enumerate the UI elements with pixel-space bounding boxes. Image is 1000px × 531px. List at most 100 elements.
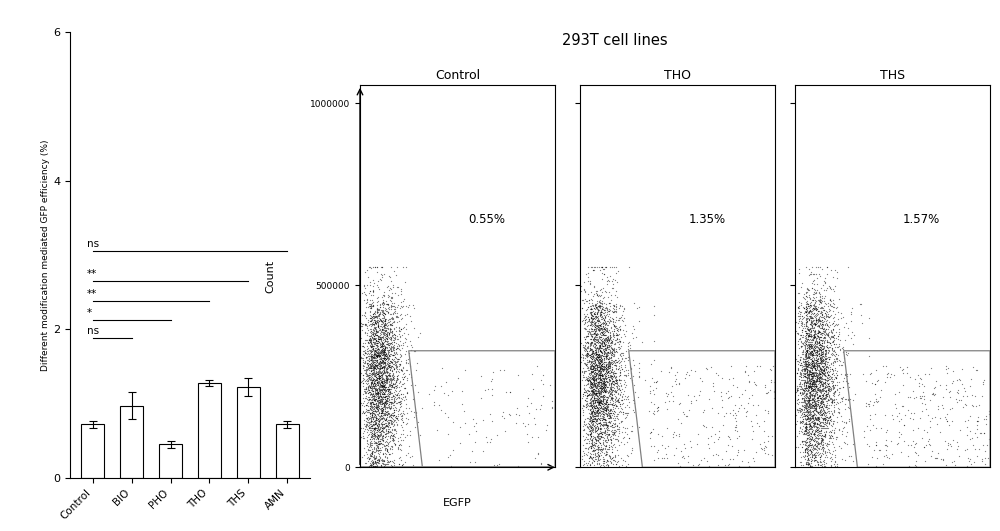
Point: [590, 435, 606, 444]
Point: [393, 297, 409, 306]
Point: [368, 453, 384, 462]
Point: [612, 321, 628, 330]
Point: [818, 389, 834, 398]
Point: [752, 440, 768, 449]
Point: [611, 419, 627, 427]
Point: [380, 327, 396, 336]
Point: [803, 268, 819, 276]
Point: [815, 318, 831, 326]
Point: [810, 321, 826, 330]
Point: [862, 370, 878, 379]
Point: [813, 365, 829, 373]
Point: [799, 400, 815, 409]
Point: [800, 386, 816, 395]
Point: [381, 412, 397, 421]
Point: [579, 391, 595, 399]
Point: [377, 354, 393, 362]
Point: [819, 419, 835, 427]
Point: [812, 403, 828, 412]
Point: [373, 446, 389, 455]
Point: [798, 310, 814, 319]
Point: [820, 324, 836, 333]
Point: [369, 357, 385, 365]
Point: [600, 332, 616, 341]
Point: [575, 407, 591, 416]
Point: [371, 352, 387, 360]
Point: [587, 390, 603, 399]
Point: [614, 461, 630, 469]
Point: [596, 369, 612, 378]
Point: [796, 410, 812, 418]
Point: [793, 283, 809, 292]
Point: [609, 396, 625, 405]
Point: [810, 423, 826, 431]
Point: [585, 386, 601, 395]
Point: [386, 364, 402, 373]
Point: [808, 320, 824, 329]
Point: [809, 375, 825, 384]
Point: [804, 366, 820, 374]
Point: [367, 330, 383, 338]
Point: [400, 414, 416, 423]
Point: [594, 302, 610, 311]
Point: [362, 302, 378, 310]
Point: [361, 302, 377, 310]
Point: [364, 410, 380, 419]
Point: [809, 458, 825, 466]
Point: [729, 450, 745, 459]
Point: [365, 390, 381, 398]
Point: [374, 307, 390, 315]
Point: [814, 349, 830, 358]
Point: [808, 415, 824, 424]
Point: [806, 362, 822, 371]
Point: [981, 406, 997, 415]
Point: [800, 381, 816, 390]
Point: [587, 324, 603, 333]
Point: [584, 368, 600, 376]
Point: [585, 417, 601, 426]
Point: [809, 443, 825, 451]
Point: [796, 388, 812, 397]
Point: [384, 462, 400, 470]
Point: [373, 358, 389, 366]
Point: [440, 452, 456, 461]
Point: [362, 414, 378, 422]
Point: [376, 352, 392, 361]
Point: [749, 418, 765, 427]
Point: [389, 390, 405, 399]
Point: [805, 340, 821, 349]
Point: [590, 335, 606, 344]
Point: [942, 439, 958, 448]
Point: [825, 299, 841, 307]
Point: [396, 409, 412, 418]
Point: [589, 422, 605, 431]
Point: [366, 427, 382, 436]
Point: [592, 463, 608, 471]
Point: [798, 419, 814, 428]
Point: [355, 342, 371, 350]
Point: [815, 399, 831, 408]
Point: [595, 460, 611, 469]
Point: [579, 362, 595, 370]
Point: [366, 349, 382, 358]
Point: [596, 395, 612, 404]
Point: [578, 444, 594, 452]
Point: [364, 459, 380, 467]
Point: [437, 409, 453, 418]
Point: [510, 462, 526, 470]
Point: [619, 410, 635, 419]
Point: [599, 332, 615, 341]
Point: [814, 304, 830, 313]
Point: [587, 365, 603, 374]
Point: [822, 306, 838, 314]
Point: [733, 401, 749, 409]
Point: [592, 296, 608, 304]
Point: [812, 318, 828, 327]
Point: [591, 350, 607, 358]
Point: [811, 321, 827, 330]
Point: [358, 365, 374, 374]
Point: [799, 391, 815, 400]
Point: [371, 421, 387, 430]
Point: [810, 344, 826, 353]
Point: [820, 331, 836, 339]
